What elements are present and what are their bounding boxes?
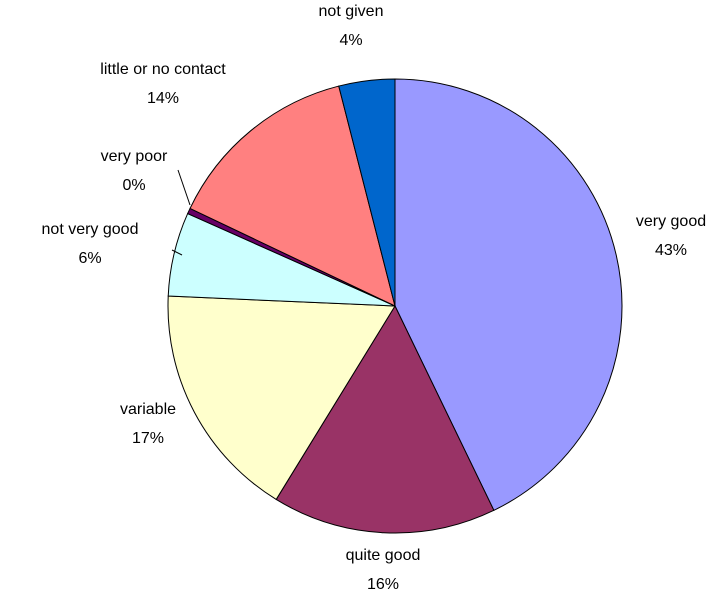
pie-slice <box>394 78 623 512</box>
slice-label: very poor <box>101 148 168 165</box>
slice-value-label: 17% <box>132 430 164 447</box>
pie-slice <box>338 78 396 307</box>
slice-value-label: 16% <box>367 576 399 593</box>
slice-value-label: 6% <box>78 250 101 267</box>
pie-slice <box>189 85 396 307</box>
leader-line <box>171 249 183 256</box>
slice-label: not given <box>319 3 384 20</box>
slice-value-label: 43% <box>655 242 687 259</box>
pie-slice <box>275 304 495 534</box>
slice-value-label: 0% <box>122 177 145 194</box>
leader-line <box>177 169 191 206</box>
slice-value-label: 4% <box>339 32 362 49</box>
slice-label: very good <box>636 213 706 230</box>
slice-value-label: 14% <box>147 90 179 107</box>
slice-label: not very good <box>42 221 139 238</box>
slice-label: little or no contact <box>100 61 226 78</box>
slice-label: variable <box>120 401 176 418</box>
pie-slice <box>167 295 396 501</box>
slice-label: quite good <box>346 547 421 564</box>
